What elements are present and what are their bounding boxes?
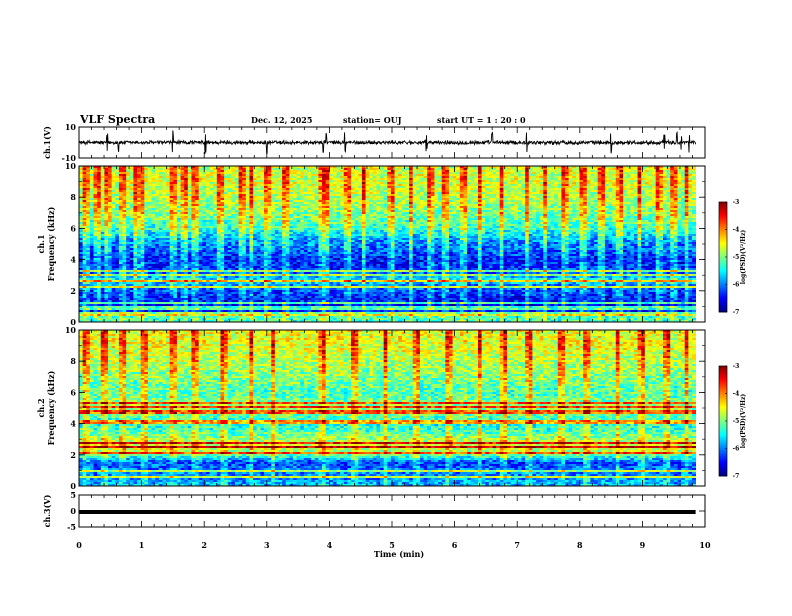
ch1-ylabel: ch.1(V) [42,126,52,159]
time-axis: Time (min) 0 1 2 3 4 5 6 7 8 9 10 [76,540,711,559]
x-tick-label: 7 [514,540,520,550]
start-time-label: start UT = 1 : 20 : 0 [437,115,526,125]
x-tick-label: 0 [76,540,82,550]
ch1-colorbar: -3 -4 -5 -6 -7 log(PSD)(V²/Hz) [719,199,747,316]
ch1-spec-colorbar-tick-label: -4 [733,227,740,234]
ch2-spec-ylabel: ch.2 [36,398,46,417]
ch1-spec-ytick-label: 8 [70,192,76,202]
ch2-spec-colorbar-tick-label: -5 [733,418,740,425]
x-tick-label: 2 [201,540,207,550]
x-axis-label: Time (min) [374,549,424,559]
ch3-ylabel: ch.3(V) [42,494,52,527]
ch1-spec-ytick-label: 6 [70,223,76,233]
ch1-spec-colorbar-label: log(PSD)(V²/Hz) [740,230,747,285]
ch1-spec-ylabel: ch.1 [36,234,46,253]
ch3-ytick-label: 5 [70,490,76,500]
ch2-spec-colorbar-label: log(PSD)(V²/Hz) [740,394,747,449]
ch1-spec-colorbar-tick-label: -5 [733,254,740,261]
x-tick-label: 8 [577,540,583,550]
ch2-colorbar: -3 -4 -5 -6 -7 log(PSD)(V²/Hz) [719,363,747,480]
ch1-spec-colorbar-tick-label: -3 [733,199,740,206]
ch1-spec-ytick-label: 2 [70,286,76,296]
ch1-spec-ytick-label: 10 [65,161,77,171]
ch1-ytick-label: 10 [65,122,77,132]
x-tick-label: 10 [699,540,711,550]
ch3-ytick-label: 0 [70,506,76,516]
ch1-spec-image [79,166,696,322]
ch2-spec-colorbar-tick-label: -6 [733,446,740,453]
ch1-spec-ytick-label: 4 [70,255,76,265]
ch2-spec-colorbar-tick-label: -7 [733,473,740,480]
x-tick-label: 4 [327,540,333,550]
ch3-waveform-panel: 5 0 -5 ch.3(V) [42,490,705,532]
x-tick-label: 1 [139,540,145,550]
ch2-spec-ytick-label: 10 [65,325,77,335]
ch2-spec-ylabel: Frequency (kHz) [46,370,56,445]
ch2-spec-ytick-label: 2 [70,450,76,460]
ch1-waveform-trace [79,130,696,154]
ch1-spec-colorbar-tick-label: -7 [733,309,740,316]
ch2-spec-ytick-label: 6 [70,387,76,397]
x-tick-label: 5 [389,540,395,550]
ch1-spec-colorbar-tick-label: -6 [733,282,740,289]
ch2-spec-colorbar-tick-label: -4 [733,391,740,398]
ch3-ytick-label: -5 [67,522,76,532]
x-tick-label: 3 [264,540,270,550]
ch2-spec-ytick-label: 8 [70,356,76,366]
ch2-spec-ytick-label: 4 [70,419,76,429]
date-label: Dec. 12, 2025 [251,115,312,125]
station-label: station= OUJ [343,115,402,125]
x-tick-label: 9 [640,540,646,550]
ch2-spec-image [79,330,696,486]
ch2-spec-colorbar-tick-label: -3 [733,363,740,370]
ch1-spec-ylabel: Frequency (kHz) [46,206,56,281]
x-tick-label: 6 [452,540,458,550]
figure-title: VLF Spectra [79,113,155,126]
